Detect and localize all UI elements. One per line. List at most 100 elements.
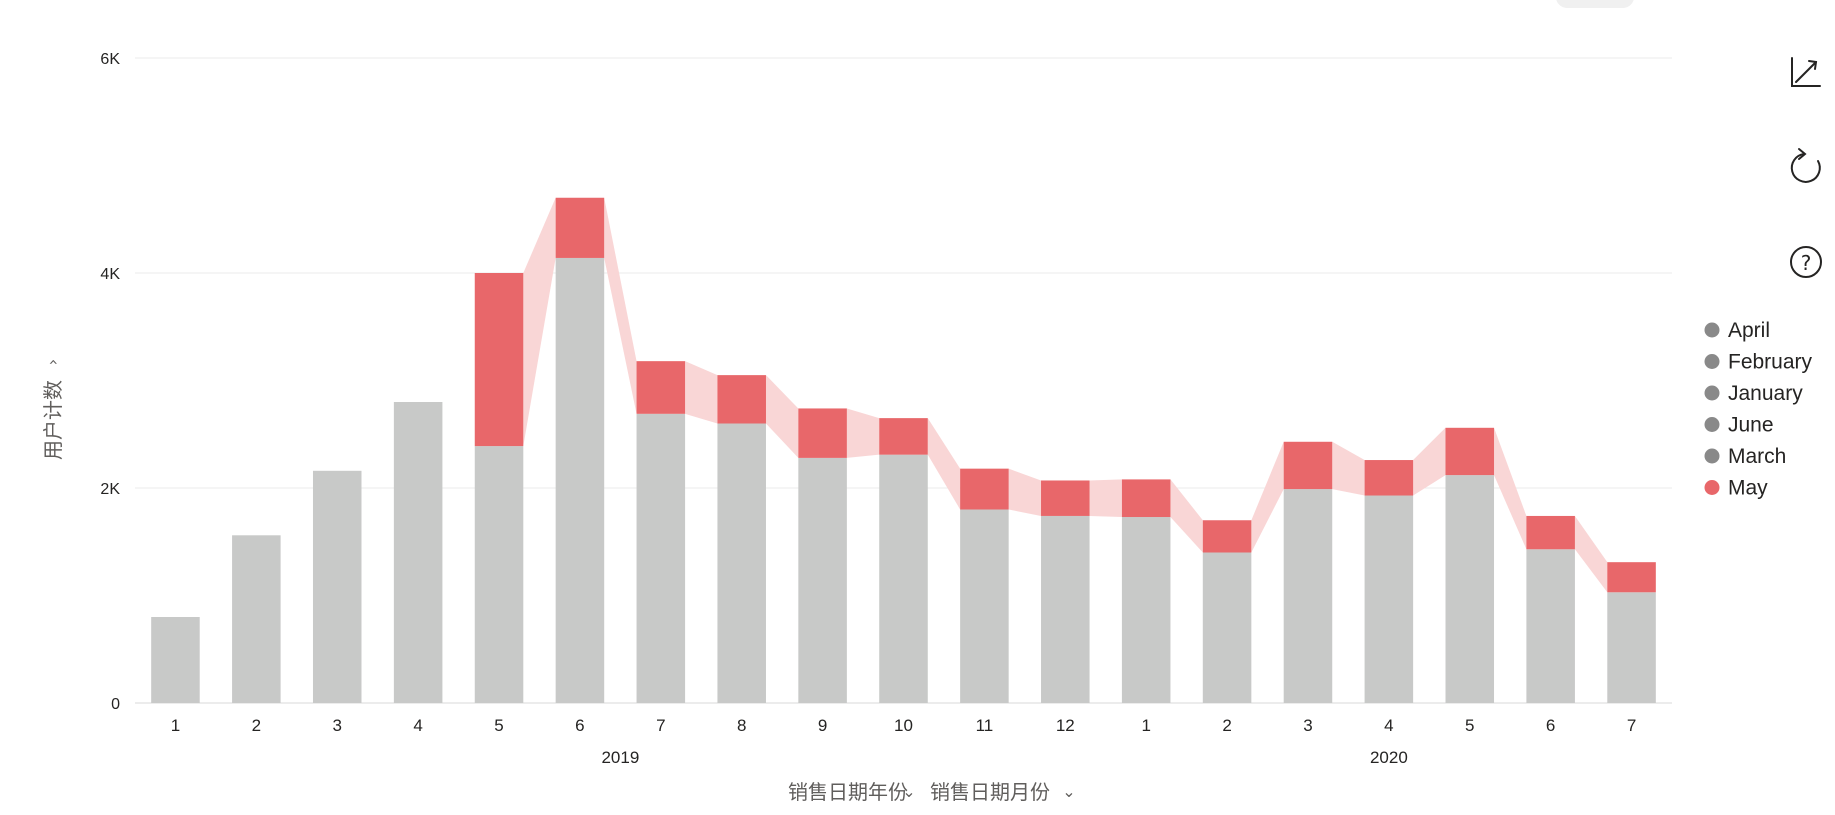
x-tick-label: 2 [252,716,261,735]
may-ribbon [685,361,718,424]
bar-other-months[interactable] [555,257,605,703]
bar-segment-may[interactable] [1445,427,1495,476]
y-axis-ticks: 0 2K 4K 6K [100,51,120,713]
legend: April February January June March May [1704,319,1813,500]
refresh-icon[interactable] [1790,148,1821,183]
x-year-label: 2019 [601,748,639,767]
legend-marker [1704,354,1720,369]
legend-marker [1704,322,1720,338]
legend-label: February [1728,351,1813,374]
bar-other-months[interactable] [232,535,281,703]
bar-other-months[interactable] [636,413,686,703]
bar-segment-may[interactable] [1202,520,1252,553]
may-ribbon [1089,479,1122,518]
may-ribbon [1494,427,1527,550]
bar-segment-may[interactable] [636,361,686,414]
x-axis-title-month[interactable]: 销售日期月份 [930,780,1050,804]
may-ribbon [846,408,880,458]
bar-other-months[interactable] [960,509,1009,704]
legend-item[interactable]: March [1704,445,1787,468]
svg-text:?: ? [1801,251,1812,275]
bar-segment-may[interactable] [1526,515,1575,550]
bar-other-months[interactable] [798,457,847,703]
legend-label: April [1728,319,1770,342]
x-tick-label: 5 [494,716,503,735]
x-tick-label: 1 [171,716,180,735]
bar-segment-may[interactable] [1364,460,1414,496]
bar-other-months[interactable] [1526,549,1575,703]
y-tick-label: 4K [100,266,120,283]
x-axis-title-year-chevron-icon[interactable]: ⌄ [902,782,915,801]
x-tick-label: 8 [737,716,746,735]
bar-segment-may[interactable] [717,375,766,424]
y-tick-label: 2K [100,481,120,498]
x-tick-label: 7 [656,716,665,735]
bar-other-months[interactable] [1364,495,1414,703]
legend-marker [1704,385,1720,401]
bar-segment-may[interactable] [1121,479,1171,518]
legend-item[interactable]: January [1704,382,1804,405]
x-tick-label: 11 [976,716,994,735]
x-tick-label: 4 [413,716,422,735]
bar-segment-may[interactable] [1607,562,1656,593]
y-tick-label: 0 [111,696,120,713]
x-axis-title-month-chevron-icon[interactable]: ⌄ [1062,782,1075,801]
bar-other-months[interactable] [879,454,928,703]
may-ribbon [1170,479,1203,553]
bar-segment-may[interactable] [1283,441,1333,490]
legend-item[interactable]: April [1704,319,1771,342]
x-tick-label: 6 [575,716,584,735]
bar-segment-may[interactable] [1041,480,1090,516]
bar-segment-may[interactable] [879,418,928,455]
legend-item[interactable]: May [1704,477,1769,500]
help-icon[interactable]: ? [1790,246,1822,278]
x-axis-title-year[interactable]: 销售日期年份 [788,780,908,804]
bar-segment-may[interactable] [474,273,524,447]
legend-marker [1704,480,1720,495]
may-ribbon [1413,427,1446,496]
x-tick-label: 1 [1141,716,1150,735]
top-pill-button[interactable] [1556,0,1634,8]
may-ribbon [927,418,961,510]
x-tick-label: 4 [1384,716,1393,735]
x-tick-label: 12 [1056,716,1075,735]
bar-segment-may[interactable] [555,197,605,258]
legend-item[interactable]: June [1704,414,1774,437]
legend-label: June [1728,414,1774,437]
legend-marker [1704,448,1720,464]
may-ribbon [1251,441,1284,553]
legend-label: January [1728,382,1803,405]
y-tick-label: 6K [100,51,120,68]
bar-segment-may[interactable] [960,468,1009,510]
may-ribbon [765,375,799,458]
bar-other-months[interactable] [1041,515,1090,703]
may-ribbon [604,197,637,414]
bar-other-months[interactable] [717,423,766,704]
y-axis-title-chevron-icon[interactable]: › [43,359,62,365]
bar-segment-may[interactable] [798,408,847,458]
bar-other-months[interactable] [1121,517,1171,703]
legend-marker [1704,417,1720,432]
x-tick-label: 9 [818,716,827,735]
may-ribbon [523,197,556,447]
y-axis-title[interactable]: 用户计数 [41,380,65,460]
x-tick-label: 7 [1627,716,1636,735]
ribbons [523,197,1608,593]
bar-other-months[interactable] [151,617,200,703]
may-ribbon [1008,468,1042,516]
axis-icon[interactable] [1791,57,1821,87]
bars [151,197,1656,704]
x-tick-label: 5 [1465,716,1474,735]
bar-other-months[interactable] [1607,592,1656,703]
legend-label: March [1728,445,1786,468]
bar-other-months[interactable] [474,446,524,703]
x-tick-label: 3 [333,716,342,735]
legend-item[interactable]: February [1704,351,1813,374]
bar-other-months[interactable] [1445,475,1495,703]
x-tick-label: 10 [894,716,913,735]
bar-other-months[interactable] [312,470,362,703]
bar-other-months[interactable] [1202,552,1252,704]
bar-other-months[interactable] [393,402,443,703]
bar-other-months[interactable] [1283,489,1333,703]
